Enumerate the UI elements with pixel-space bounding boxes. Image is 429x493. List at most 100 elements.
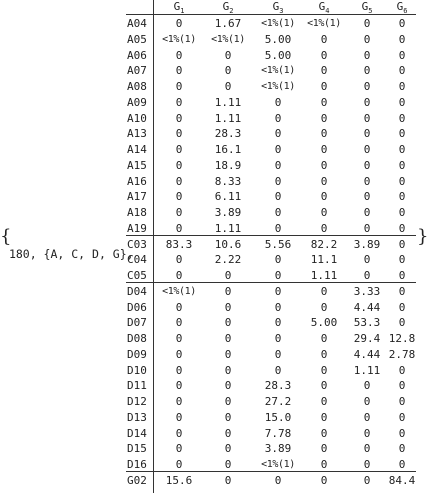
table-cell: 0 bbox=[363, 80, 371, 93]
column-header-subscript: 1 bbox=[180, 7, 185, 16]
table-cell: 0 bbox=[175, 80, 183, 93]
row-label: A17 bbox=[127, 190, 147, 204]
table-cell: 0 bbox=[175, 363, 183, 377]
group-divider bbox=[126, 282, 416, 284]
table-cell: 0 bbox=[320, 206, 328, 219]
table-cell: 0 bbox=[363, 127, 371, 141]
row-label: A04 bbox=[127, 17, 147, 30]
column-header-subscript: 3 bbox=[279, 7, 284, 16]
table-cell: 0 bbox=[363, 253, 371, 267]
table-cell: 0 bbox=[363, 174, 371, 188]
row-label: C04 bbox=[127, 253, 147, 267]
table-cell: 0 bbox=[363, 379, 371, 393]
table-cell: 0 bbox=[274, 473, 282, 487]
table-cell: 0 bbox=[175, 426, 183, 440]
table-cell: 0 bbox=[320, 64, 328, 78]
row-label: A14 bbox=[127, 143, 147, 156]
row-label: D10 bbox=[127, 363, 147, 377]
table-cell: 0 bbox=[363, 206, 371, 219]
table-cell: 0 bbox=[175, 332, 183, 345]
table-cell: 15.0 bbox=[264, 410, 292, 424]
table-cell: 0 bbox=[320, 458, 328, 471]
table-cell: 0 bbox=[175, 206, 183, 219]
table-cell: 0 bbox=[320, 284, 328, 298]
column-header-subscript: 5 bbox=[368, 7, 373, 16]
table-cell: 5.56 bbox=[264, 237, 292, 251]
table-cell: 0 bbox=[274, 221, 282, 235]
row-label: A19 bbox=[127, 221, 147, 235]
table-cell: <1%(1) bbox=[261, 65, 295, 77]
table-cell: 0 bbox=[224, 316, 232, 330]
table-cell: 0 bbox=[398, 111, 406, 125]
table-cell: 0 bbox=[175, 347, 183, 361]
table-cell: 0 bbox=[274, 316, 282, 330]
table-cell: 0 bbox=[363, 458, 371, 471]
column-header-subscript: 2 bbox=[229, 7, 234, 16]
table-cell: 0 bbox=[224, 426, 232, 440]
table-cell: 0 bbox=[320, 379, 328, 393]
table-cell: 0 bbox=[363, 32, 371, 46]
table-cell: 0 bbox=[320, 442, 328, 456]
table-cell: 0 bbox=[224, 284, 232, 298]
table-cell: 1.11 bbox=[214, 95, 242, 109]
row-label: D08 bbox=[127, 332, 147, 345]
column-header-base: G bbox=[396, 0, 404, 13]
table-cell: 0 bbox=[363, 111, 371, 125]
row-label: D12 bbox=[127, 395, 147, 408]
table-cell: 0 bbox=[320, 95, 328, 109]
table-cell: 3.89 bbox=[214, 206, 242, 219]
table-cell: 4.44 bbox=[353, 300, 381, 314]
table-cell: 0 bbox=[398, 127, 406, 141]
table-cell: 0 bbox=[398, 206, 406, 219]
table-cell: 0 bbox=[224, 410, 232, 424]
table-cell: 3.89 bbox=[264, 442, 292, 456]
column-header-subscript: 4 bbox=[325, 7, 330, 16]
table-cell: <1%(1) bbox=[307, 18, 341, 29]
table-cell: 0 bbox=[363, 221, 371, 235]
table-cell: 18.9 bbox=[214, 158, 242, 172]
table-cell: 0 bbox=[398, 410, 406, 424]
table-cell: 0 bbox=[175, 111, 183, 125]
table-cell: 11.1 bbox=[310, 253, 338, 267]
table-cell: 0 bbox=[398, 64, 406, 78]
table-cell: 0 bbox=[274, 284, 282, 298]
column-header-g6: G6 bbox=[388, 0, 416, 15]
row-label: D04 bbox=[127, 284, 147, 298]
table-cell: 0 bbox=[224, 347, 232, 361]
table-cell: 0 bbox=[320, 347, 328, 361]
column-header-g4: G4 bbox=[304, 0, 344, 16]
row-label: A05 bbox=[127, 32, 147, 46]
table-cell: 15.6 bbox=[165, 473, 193, 487]
row-label: D09 bbox=[127, 347, 147, 361]
table-cell: 1.11 bbox=[353, 363, 381, 377]
table-cell: 0 bbox=[175, 190, 183, 204]
table-cell: 0 bbox=[398, 190, 406, 204]
table-cell: 0 bbox=[320, 32, 328, 46]
table-cell: <1%(1) bbox=[261, 18, 295, 29]
expression-prefix: 180, {A, C, D, G}, bbox=[2, 233, 134, 261]
table-cell: 0 bbox=[363, 17, 371, 30]
table-cell: 0 bbox=[398, 253, 406, 267]
row-label: D16 bbox=[127, 458, 147, 471]
table-cell: 0 bbox=[320, 111, 328, 125]
table-cell: 0 bbox=[320, 221, 328, 235]
table-cell: 6.11 bbox=[214, 190, 242, 204]
row-label: A09 bbox=[127, 95, 147, 109]
table-cell: 4.44 bbox=[353, 347, 381, 361]
table-cell: 2.78 bbox=[388, 347, 416, 361]
table-cell: 0 bbox=[175, 143, 183, 156]
column-header-base: G bbox=[318, 0, 326, 13]
table-cell: 0 bbox=[274, 253, 282, 267]
table-cell: 84.4 bbox=[388, 473, 416, 487]
table-cell: 28.3 bbox=[214, 127, 242, 141]
table-cell: 0 bbox=[274, 347, 282, 361]
table-cell: 0 bbox=[363, 158, 371, 172]
table-cell: 0 bbox=[398, 379, 406, 393]
table-cell: 0 bbox=[320, 473, 328, 487]
table-cell: <1%(1) bbox=[162, 285, 196, 297]
row-label-divider bbox=[153, 0, 154, 493]
table-cell: 0 bbox=[224, 80, 232, 93]
table-cell: 82.2 bbox=[310, 237, 338, 251]
table-cell: 0 bbox=[175, 158, 183, 172]
row-label: A06 bbox=[127, 48, 147, 62]
